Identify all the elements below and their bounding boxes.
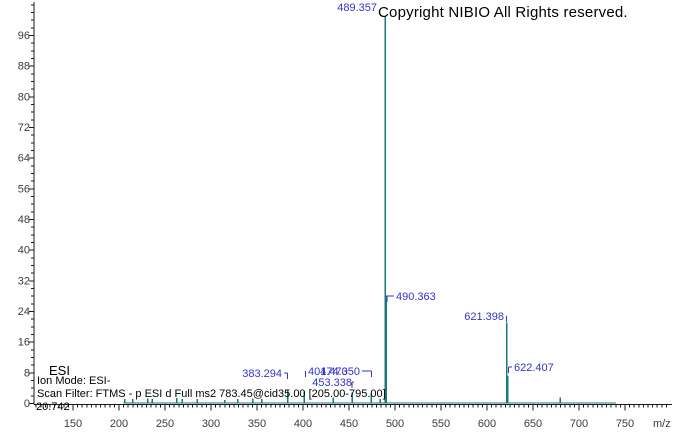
x-axis-unit-label: m/z [653, 418, 671, 430]
peak-label: 621.398 [464, 311, 504, 323]
peak-labels: 489.357 490.363 621.398 622.407 383.294 401.4… [242, 2, 554, 389]
retention-time-text: 20.742 [36, 401, 70, 413]
x-tick-label: 750 [616, 418, 634, 430]
y-tick-label: 56 [18, 183, 30, 195]
x-tick-label: 650 [524, 418, 542, 430]
copyright-text: Copyright NIBIO All Rights reserved. [378, 4, 628, 21]
x-tick-label: 700 [570, 418, 588, 430]
method-label: ESI [49, 363, 70, 378]
x-tick-label: 200 [110, 418, 128, 430]
x-tick-label: 450 [340, 418, 358, 430]
x-tick-label: 150 [64, 418, 82, 430]
x-tick-label: 350 [248, 418, 266, 430]
x-tick-label: 550 [432, 418, 450, 430]
ion-mode-text: Ion Mode: ESI- [37, 375, 111, 387]
y-tick-label: 16 [18, 337, 30, 349]
y-tick-label: 0 [24, 398, 30, 410]
peak-label: 622.407 [514, 362, 554, 374]
peak-label: 474.350 [320, 366, 360, 378]
spectrum-trace [123, 16, 616, 404]
y-tick-label: 8 [24, 367, 30, 379]
peak-label: 401.470 [308, 366, 348, 378]
y-axis-ticks: 0 8 16 24 32 40 48 56 64 72 80 88 96 [18, 4, 34, 410]
peak-label: 383.294 [242, 368, 282, 380]
peak-label: 490.363 [396, 291, 436, 303]
y-tick-label: 24 [18, 306, 30, 318]
y-tick-label: 64 [18, 153, 30, 165]
x-tick-label: 400 [294, 418, 312, 430]
x-tick-label: 500 [386, 418, 404, 430]
y-tick-label: 40 [18, 245, 30, 257]
scan-filter-text: Scan Filter: FTMS - p ESI d Full ms2 783… [37, 388, 386, 400]
peak-label: 453.338 [312, 377, 352, 389]
y-tick-label: 80 [18, 91, 30, 103]
y-tick-label: 48 [18, 214, 30, 226]
y-tick-label: 72 [18, 122, 30, 134]
x-tick-label: 600 [478, 418, 496, 430]
x-tick-label: 250 [156, 418, 174, 430]
x-axis-ticks: 150 200 250 300 350 400 450 500 550 600 650 700 750 [35, 404, 667, 430]
y-tick-label: 96 [18, 30, 30, 42]
y-tick-label: 32 [18, 275, 30, 287]
x-tick-label: 300 [202, 418, 220, 430]
y-tick-label: 88 [18, 61, 30, 73]
peak-label: 489.357 [337, 2, 377, 14]
axes [33, 2, 672, 405]
